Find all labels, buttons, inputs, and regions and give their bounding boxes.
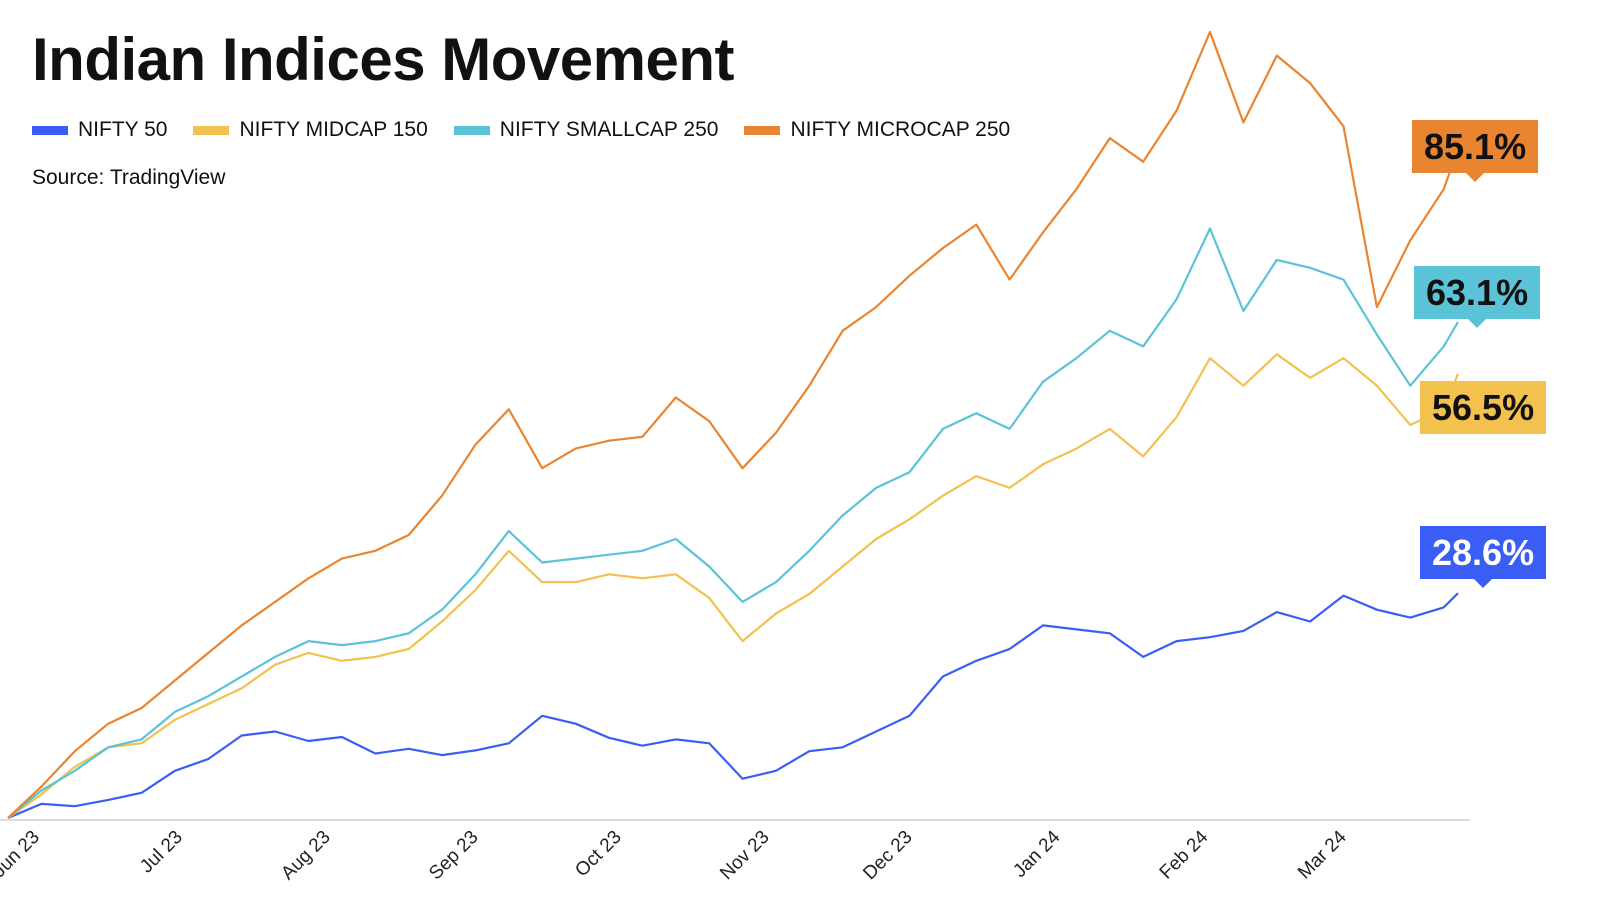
- legend-swatch-nifty-midcap-150: [193, 125, 230, 135]
- x-tick-label-dec-23: Dec 23: [859, 827, 916, 884]
- end-value-label-nifty-smallcap-250: 63.1%: [1414, 266, 1541, 328]
- legend-swatch-nifty-50: [32, 125, 68, 135]
- legend-swatch-nifty-smallcap-250: [453, 125, 490, 135]
- legend-label-nifty-smallcap-250: NIFTY SMALLCAP 250: [499, 118, 719, 141]
- legend-label-nifty-microcap-250: NIFTY MICROCAP 250: [790, 118, 1011, 141]
- series-line-nifty-microcap-250: [7, 30, 1460, 819]
- x-tick-label-nov-23: Nov 23: [716, 827, 773, 884]
- legend-item-nifty-smallcap-250: NIFTY SMALLCAP 250: [453, 118, 719, 142]
- legend-item-nifty-midcap-150: NIFTY MIDCAP 150: [193, 118, 428, 142]
- legend-label-nifty-midcap-150: NIFTY MIDCAP 150: [239, 118, 428, 141]
- x-tick-label-jul-23: Jul 23: [136, 827, 187, 878]
- end-value-label-nifty-microcap-250: 85.1%: [1412, 120, 1539, 182]
- chart-title: Indian Indices Movement: [32, 26, 734, 93]
- end-value-text-nifty-smallcap-250: 63.1%: [1426, 272, 1529, 313]
- legend-swatch-nifty-microcap-250: [744, 125, 781, 135]
- x-tick-label-jun-23: Jun 23: [0, 827, 44, 882]
- end-value-label-nifty-midcap-150: 56.5%: [1420, 381, 1547, 434]
- x-tick-label-mar-24: Mar 24: [1294, 826, 1351, 883]
- series-line-nifty-midcap-150: [7, 353, 1460, 819]
- end-value-label-nifty-50: 28.6%: [1420, 526, 1547, 588]
- x-tick-labels: Jun 23 Jul 23 Aug 23 Sep 23 Oct 23 Nov 23 Dec …: [0, 826, 1351, 884]
- legend-item-nifty-50: NIFTY 50: [32, 118, 167, 142]
- end-value-text-nifty-50: 28.6%: [1432, 532, 1535, 573]
- end-value-pointer: [1468, 319, 1487, 328]
- end-value-text-nifty-microcap-250: 85.1%: [1424, 126, 1527, 167]
- source-note: Source: TradingView: [32, 166, 226, 189]
- series-lines: [7, 30, 1460, 820]
- x-tick-label-jan-24: Jan 24: [1009, 826, 1064, 881]
- legend: NIFTY 50 NIFTY MIDCAP 150 NIFTY SMALLCAP…: [32, 118, 1010, 142]
- legend-label-nifty-50: NIFTY 50: [78, 118, 168, 141]
- end-value-text-nifty-midcap-150: 56.5%: [1432, 387, 1535, 428]
- x-tick-label-feb-24: Feb 24: [1156, 826, 1213, 883]
- end-value-pointer: [1466, 173, 1485, 182]
- series-line-nifty-smallcap-250: [7, 227, 1459, 819]
- legend-item-nifty-microcap-250: NIFTY MICROCAP 250: [744, 118, 1010, 142]
- x-tick-label-aug-23: Aug 23: [277, 827, 334, 884]
- end-value-pointer: [1474, 579, 1493, 588]
- x-tick-label-sep-23: Sep 23: [425, 827, 482, 884]
- x-tick-label-oct-23: Oct 23: [571, 827, 625, 881]
- series-line-nifty-50: [7, 592, 1459, 820]
